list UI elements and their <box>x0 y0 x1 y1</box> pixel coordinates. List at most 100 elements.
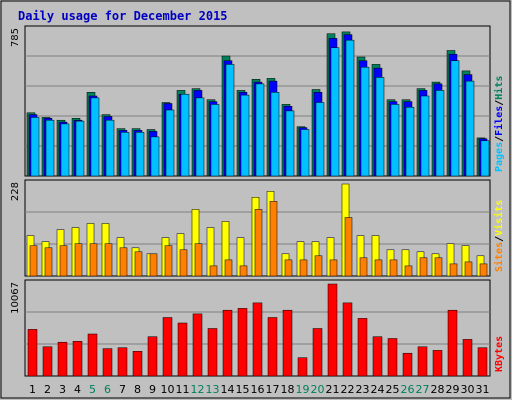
x-tick-label-day-12: 12 <box>191 383 205 396</box>
bar-kbytes-day-4 <box>72 341 83 377</box>
x-tick-label-day-2: 2 <box>44 383 51 396</box>
x-tick-label-day-16: 16 <box>251 383 265 396</box>
x-tick-label-day-10: 10 <box>161 383 175 396</box>
x-tick-label-day-7: 7 <box>119 383 126 396</box>
bar-sites-day-13 <box>209 265 218 277</box>
bar-kbytes-day-25 <box>387 338 398 377</box>
bar-sites-day-9 <box>149 253 158 277</box>
y-axis-label-part: / <box>494 100 505 106</box>
bar-sites-day-27 <box>419 257 428 277</box>
bar-pages-day-27 <box>420 95 430 177</box>
bar-pages-day-24 <box>375 77 385 177</box>
bar-kbytes-day-28 <box>432 350 443 377</box>
x-tick-label-day-13: 13 <box>206 383 220 396</box>
x-tick-label-day-26: 26 <box>401 383 415 396</box>
bar-kbytes-day-2 <box>42 346 53 377</box>
bar-pages-day-17 <box>270 92 280 177</box>
bar-sites-day-3 <box>59 245 68 277</box>
x-tick-label-day-9: 9 <box>149 383 156 396</box>
y-max-label-visits-sites: 228 <box>10 182 21 201</box>
y-axis-label-part: Pages <box>494 142 505 172</box>
bar-sites-day-28 <box>434 257 443 277</box>
bar-sites-day-12 <box>194 243 203 277</box>
x-tick-label-day-3: 3 <box>59 383 66 396</box>
bar-kbytes-day-3 <box>57 341 68 377</box>
x-tick-label-day-24: 24 <box>371 383 385 396</box>
bar-kbytes-day-31 <box>477 347 488 377</box>
bar-kbytes-day-7 <box>117 347 128 377</box>
bar-sites-day-11 <box>179 249 188 277</box>
chart-title: Daily usage for December 2015 <box>18 9 228 23</box>
bar-kbytes-day-23 <box>357 318 368 377</box>
bar-kbytes-day-14 <box>222 309 233 377</box>
bar-pages-day-26 <box>405 106 415 177</box>
y-axis-label-part: / <box>494 136 505 142</box>
bar-pages-day-10 <box>165 109 175 177</box>
bar-sites-day-18 <box>284 259 293 277</box>
bar-sites-day-8 <box>134 251 143 277</box>
bar-kbytes-day-11 <box>177 322 188 377</box>
bar-sites-day-16 <box>254 209 263 277</box>
bar-kbytes-day-20 <box>312 328 323 377</box>
bar-pages-day-1 <box>30 117 40 177</box>
x-tick-label-day-31: 31 <box>476 383 490 396</box>
bar-pages-day-30 <box>465 80 475 177</box>
bar-pages-day-31 <box>480 140 490 177</box>
x-tick-label-day-8: 8 <box>134 383 141 396</box>
bar-pages-day-19 <box>300 129 310 177</box>
bar-pages-day-3 <box>60 123 70 177</box>
bar-sites-day-5 <box>89 243 98 277</box>
bar-sites-day-29 <box>449 263 458 277</box>
x-tick-label-day-30: 30 <box>461 383 475 396</box>
bar-sites-day-7 <box>119 247 128 277</box>
bar-sites-day-22 <box>344 217 353 277</box>
bar-kbytes-day-29 <box>447 309 458 377</box>
x-tick-label-day-20: 20 <box>311 383 325 396</box>
y-max-label-kbytes: 10067 <box>10 282 21 314</box>
x-tick-label-day-14: 14 <box>221 383 235 396</box>
x-tick-label-day-18: 18 <box>281 383 295 396</box>
bar-kbytes-day-21 <box>327 283 338 377</box>
bar-kbytes-day-10 <box>162 317 173 377</box>
bar-sites-day-23 <box>359 257 368 277</box>
bar-sites-day-1 <box>29 245 38 277</box>
bar-sites-day-17 <box>269 201 278 277</box>
bar-sites-day-30 <box>464 261 473 277</box>
bar-kbytes-day-12 <box>192 313 203 377</box>
bar-sites-day-20 <box>314 255 323 277</box>
bar-kbytes-day-1 <box>27 329 38 377</box>
x-tick-label-day-29: 29 <box>446 383 460 396</box>
bar-pages-day-13 <box>210 104 220 177</box>
y-axis-label-part: Files <box>493 106 505 136</box>
bar-kbytes-day-19 <box>297 357 308 377</box>
bar-sites-day-15 <box>239 265 248 277</box>
x-tick-label-day-17: 17 <box>266 383 280 396</box>
x-tick-label-day-19: 19 <box>296 383 310 396</box>
bar-kbytes-day-8 <box>132 351 143 377</box>
x-tick-label-day-6: 6 <box>104 383 111 396</box>
x-tick-label-day-22: 22 <box>341 383 355 396</box>
bar-pages-day-20 <box>315 102 325 177</box>
y-axis-label-part: KBytes <box>494 336 505 372</box>
bar-kbytes-day-15 <box>237 308 248 377</box>
bar-sites-day-25 <box>389 259 398 277</box>
bar-kbytes-day-17 <box>267 317 278 377</box>
bar-sites-day-21 <box>329 259 338 277</box>
bar-sites-day-4 <box>74 243 83 277</box>
bar-sites-day-14 <box>224 259 233 277</box>
bar-kbytes-day-30 <box>462 339 473 377</box>
y-max-label-hits-files-pages: 785 <box>10 28 21 47</box>
bar-pages-day-18 <box>285 110 295 177</box>
bar-pages-day-11 <box>180 93 190 177</box>
bar-kbytes-day-6 <box>102 348 113 377</box>
bar-kbytes-day-13 <box>207 328 218 377</box>
x-tick-label-day-11: 11 <box>176 383 190 396</box>
bar-pages-day-5 <box>90 97 100 177</box>
bar-pages-day-15 <box>240 94 250 177</box>
bar-sites-day-31 <box>479 263 488 277</box>
bar-kbytes-day-22 <box>342 302 353 377</box>
bar-pages-day-6 <box>105 119 115 177</box>
bar-pages-day-21 <box>330 47 340 177</box>
bar-pages-day-8 <box>135 132 145 177</box>
